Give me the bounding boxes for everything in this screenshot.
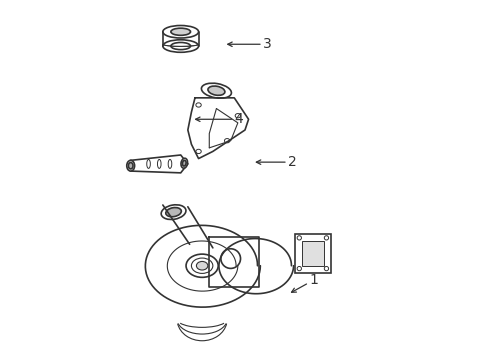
Text: 2: 2 bbox=[256, 155, 296, 169]
Ellipse shape bbox=[201, 83, 231, 98]
Polygon shape bbox=[131, 155, 188, 173]
Text: 4: 4 bbox=[196, 112, 243, 126]
Ellipse shape bbox=[161, 205, 186, 220]
Ellipse shape bbox=[163, 26, 198, 38]
Ellipse shape bbox=[127, 160, 135, 171]
Ellipse shape bbox=[182, 160, 186, 166]
Bar bbox=[295, 234, 331, 273]
Ellipse shape bbox=[181, 158, 188, 168]
Ellipse shape bbox=[163, 40, 198, 52]
Ellipse shape bbox=[166, 208, 181, 217]
Ellipse shape bbox=[208, 86, 225, 95]
Ellipse shape bbox=[196, 261, 208, 270]
Text: 1: 1 bbox=[292, 273, 318, 292]
Text: 3: 3 bbox=[228, 37, 271, 51]
Ellipse shape bbox=[128, 162, 133, 169]
Bar bbox=[302, 241, 323, 266]
Ellipse shape bbox=[171, 28, 191, 35]
